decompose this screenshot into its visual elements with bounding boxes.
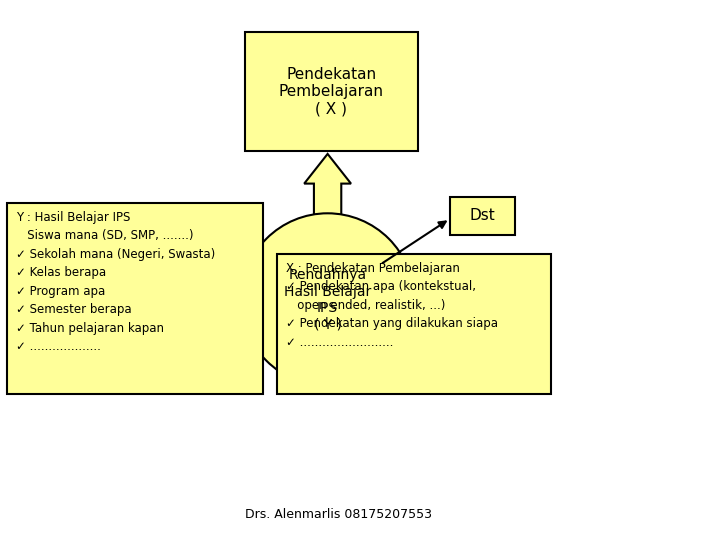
FancyBboxPatch shape [7,202,263,394]
Text: Drs. Alenmarlis 08175207553: Drs. Alenmarlis 08175207553 [245,508,432,521]
Polygon shape [304,154,351,235]
Text: Rendahnya
Hasil Belajar
IPS
( Y ): Rendahnya Hasil Belajar IPS ( Y ) [284,268,372,331]
FancyBboxPatch shape [450,197,515,235]
FancyBboxPatch shape [245,32,418,151]
Text: Y : Hasil Belajar IPS
   Siswa mana (SD, SMP, .......)
✓ Sekolah mana (Negeri, S: Y : Hasil Belajar IPS Siswa mana (SD, SM… [16,211,215,353]
Ellipse shape [241,213,414,386]
Text: Pendekatan
Pembelajaran
( X ): Pendekatan Pembelajaran ( X ) [279,67,384,117]
Text: Dst: Dst [469,208,495,224]
FancyBboxPatch shape [277,254,551,394]
Text: X : Pendekatan Pembelajaran
✓ Pendekatan apa (kontekstual,
   open ended, realis: X : Pendekatan Pembelajaran ✓ Pendekatan… [286,262,498,349]
